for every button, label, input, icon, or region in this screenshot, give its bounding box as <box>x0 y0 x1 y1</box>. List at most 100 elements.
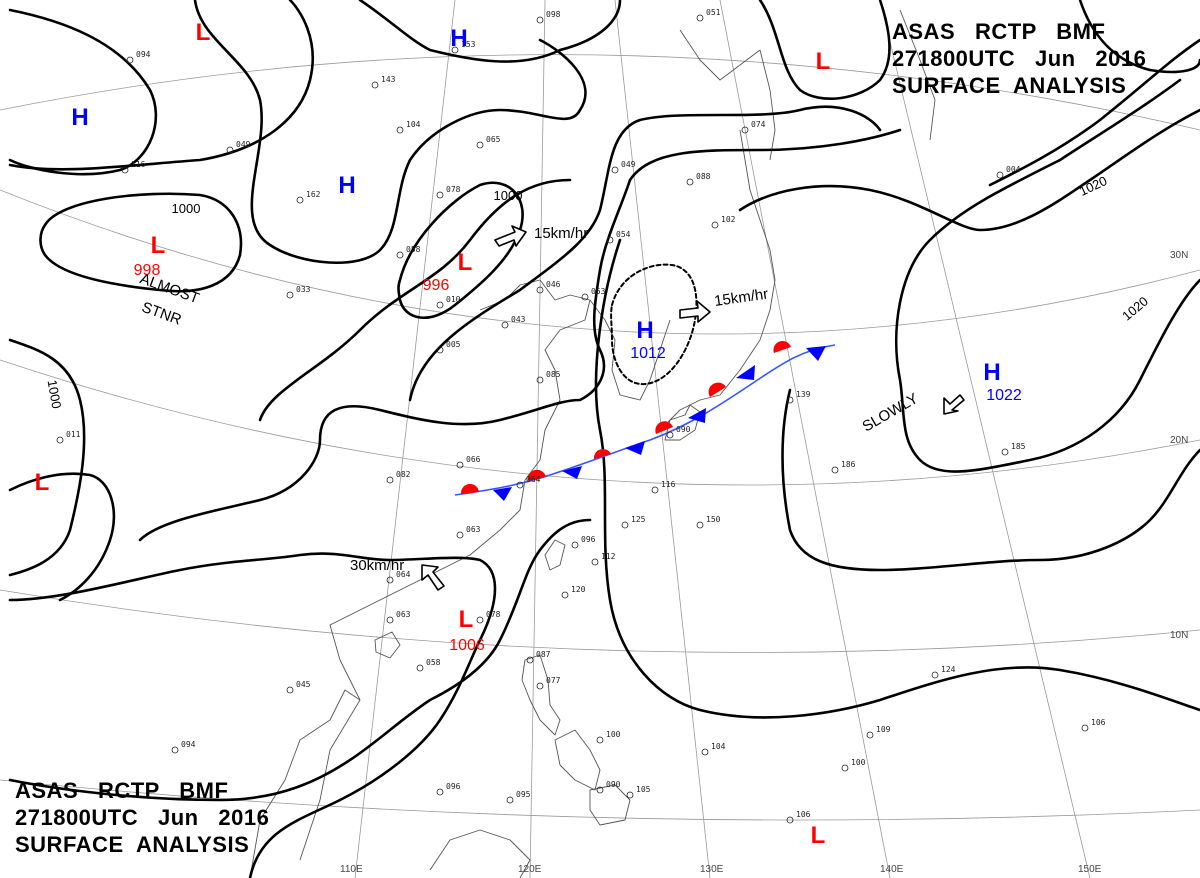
motion-label: 30km/hr <box>350 557 404 574</box>
station-marker <box>581 293 589 301</box>
station-marker <box>651 486 659 494</box>
station-pressure-value: 064 <box>526 475 541 484</box>
station-marker <box>296 196 304 204</box>
station-marker <box>226 146 234 154</box>
lon-label: 130E <box>700 864 724 875</box>
station-marker <box>786 396 794 404</box>
low-symbol: L <box>811 822 826 849</box>
station-marker <box>626 791 634 799</box>
station-pressure-value: 185 <box>1011 442 1026 451</box>
motion-arrow-1012 <box>679 300 711 323</box>
station-marker <box>536 682 544 690</box>
isobar-1008-china <box>258 178 572 422</box>
warm-semicircle <box>527 469 546 481</box>
station-pressure-value: 046 <box>546 280 561 289</box>
station-marker <box>286 686 294 694</box>
central-pressure: 1006 <box>449 637 485 654</box>
station-marker <box>931 671 939 679</box>
station-marker <box>591 558 599 566</box>
isobar-1000-top-loop <box>8 0 315 171</box>
station-marker <box>516 481 524 489</box>
isobar-1016-loop <box>738 108 1200 232</box>
longitude-line-150e <box>879 0 1091 878</box>
station-marker <box>416 664 424 672</box>
isobar-996-closed <box>397 181 524 320</box>
high-symbol: H <box>983 359 1000 386</box>
low-symbol: L <box>151 232 166 259</box>
isobar-1012-closed <box>610 263 698 386</box>
station-marker <box>526 656 534 664</box>
station-marker <box>456 531 464 539</box>
station-marker <box>436 191 444 199</box>
lon-label: 140E <box>880 864 904 875</box>
warm-front-semicircles <box>460 340 791 494</box>
station-pressure-value: 162 <box>306 190 321 199</box>
station-marker <box>171 746 179 754</box>
station-pressure-value: 085 <box>546 370 561 379</box>
coast-kamchatka <box>899 9 936 141</box>
motion-label: 15km/hr <box>534 225 588 242</box>
central-pressure: 1012 <box>630 345 666 362</box>
station-pressure-value: 065 <box>486 135 501 144</box>
low-symbol: L <box>458 249 473 276</box>
station-marker <box>396 251 404 259</box>
cold-triangle <box>562 466 582 479</box>
station-pressure-value: 054 <box>616 230 631 239</box>
station-pressure-value: 049 <box>621 160 636 169</box>
station-pressure-value: 011 <box>66 430 81 439</box>
chart-title-top: ASAS RCTP BMF 271800UTC Jun 2016 SURFACE… <box>892 18 1146 99</box>
station-marker <box>866 731 874 739</box>
low-symbol: L <box>35 469 50 496</box>
station-pressure-value: 096 <box>581 535 596 544</box>
station-pressure-value: 082 <box>396 470 411 479</box>
station-pressure-value: 043 <box>511 315 526 324</box>
coast-mindanao <box>589 784 631 826</box>
station-marker <box>561 591 569 599</box>
station-pressure-value: 066 <box>466 455 481 464</box>
station-pressure-value: 124 <box>941 665 956 674</box>
longitude-line-130e <box>614 0 711 878</box>
central-pressure: 996 <box>423 277 450 294</box>
station-pressure-value: 106 <box>1091 718 1106 727</box>
station-marker <box>621 521 629 529</box>
station-marker <box>436 346 444 354</box>
coast-sakhalin <box>759 49 776 161</box>
low-symbol: L <box>196 19 211 46</box>
station-marker <box>596 736 604 744</box>
isobar-1004-topright <box>758 0 891 101</box>
station-marker <box>536 286 544 294</box>
lat-label: 20N <box>1170 435 1188 446</box>
station-marker <box>996 171 1004 179</box>
station-marker <box>436 301 444 309</box>
station-pressure-value: 051 <box>706 8 721 17</box>
station-pressure-value: 100 <box>851 758 866 767</box>
station-pressure-value: 049 <box>236 140 251 149</box>
station-marker <box>831 466 839 474</box>
motion-arrow-996 <box>494 225 527 247</box>
station-pressure-value: 088 <box>696 172 711 181</box>
station-pressure-value: 109 <box>876 725 891 734</box>
title-line-1: ASAS RCTP BMF <box>892 19 1106 44</box>
isobar-1010-lower <box>8 552 497 878</box>
station-pressure-value: 077 <box>546 676 561 685</box>
station-pressure-value: 063 <box>396 610 411 619</box>
station-pressure-value: 063 <box>466 525 481 534</box>
high-symbol: H <box>71 104 88 131</box>
title-line-2: 271800UTC Jun 2016 <box>15 805 270 830</box>
lat-label: 30N <box>1170 250 1188 261</box>
warm-semicircle <box>655 421 673 434</box>
station-pressure-value: 104 <box>711 742 726 751</box>
central-pressure: 1022 <box>986 387 1022 404</box>
station-pressure-value: 150 <box>706 515 721 524</box>
warm-semicircle <box>593 449 611 459</box>
station-marker <box>1081 724 1089 732</box>
station-marker <box>386 576 394 584</box>
station-pressure-value: 058 <box>406 245 421 254</box>
station-pressure-value: 098 <box>546 10 561 19</box>
station-marker <box>666 431 674 439</box>
station-pressure-value: 010 <box>446 295 461 304</box>
title-line-3: SURFACE ANALYSIS <box>15 832 250 857</box>
chart-title-bottom: ASAS RCTP BMF 271800UTC Jun 2016 SURFACE… <box>15 777 269 858</box>
station-pressure-value: 094 <box>181 740 196 749</box>
